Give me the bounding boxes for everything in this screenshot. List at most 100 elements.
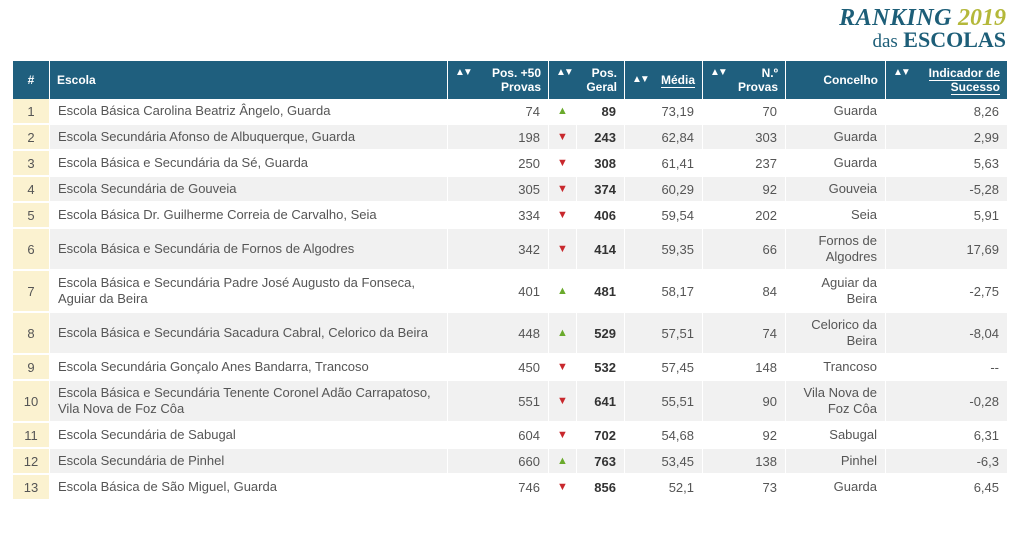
sort-arrows-icon[interactable]: ▲▼ [893, 67, 911, 78]
col-header-media[interactable]: ▲▼ Média [625, 61, 703, 99]
indicador-value: 5,63 [886, 151, 1007, 177]
rank-number: 11 [13, 423, 50, 449]
table-row: 12 Escola Secundária de Pinhel 660 ▲ 763 53,4… [13, 449, 1007, 475]
nprovas-value: 70 [703, 99, 786, 125]
trend-down-icon: ▼ [557, 395, 568, 407]
concelho-value: Gouveia [786, 177, 886, 203]
media-value: 60,29 [625, 177, 703, 203]
logo-escolas-word: ESCOLAS [903, 27, 1006, 52]
indicador-value: -8,04 [886, 313, 1007, 355]
pos-geral-value: 856 [577, 475, 625, 501]
pos-geral-value: 702 [577, 423, 625, 449]
trend-down-icon: ▼ [557, 183, 568, 195]
nprovas-value: 90 [703, 381, 786, 423]
concelho-value: Guarda [786, 151, 886, 177]
concelho-value: Fornos de Algodres [786, 229, 886, 271]
media-value: 58,17 [625, 271, 703, 313]
nprovas-value: 84 [703, 271, 786, 313]
col-header-posgeral[interactable]: ▲▼ Pos. Geral [549, 61, 625, 99]
trend-down-icon: ▼ [557, 481, 568, 493]
school-name: Escola Básica de São Miguel, Guarda [50, 475, 448, 501]
col-header-pos50[interactable]: ▲▼ Pos. +50 Provas [448, 61, 549, 99]
col-header-number: # [13, 61, 50, 99]
ranking-table: # Escola ▲▼ Pos. +50 Provas ▲▼ Pos. Gera… [13, 61, 1007, 501]
logo-ranking-word: RANKING [839, 5, 952, 31]
concelho-value: Vila Nova de Foz Côa [786, 381, 886, 423]
rank-number: 3 [13, 151, 50, 177]
concelho-value: Aguiar da Beira [786, 271, 886, 313]
pos-geral-value: 763 [577, 449, 625, 475]
rank-number: 12 [13, 449, 50, 475]
school-name: Escola Básica e Secundária Sacadura Cabr… [50, 313, 448, 355]
pos50-value: 342 [448, 229, 549, 271]
trend-down-icon: ▼ [557, 157, 568, 169]
pos-geral-value: 406 [577, 203, 625, 229]
rank-number: 8 [13, 313, 50, 355]
pos50-value: 334 [448, 203, 549, 229]
pos50-value: 198 [448, 125, 549, 151]
nprovas-value: 92 [703, 423, 786, 449]
school-name: Escola Básica e Secundária Padre José Au… [50, 271, 448, 313]
trend-down-icon: ▼ [557, 243, 568, 255]
table-row: 7 Escola Básica e Secundária Padre José A… [13, 271, 1007, 313]
media-value: 59,54 [625, 203, 703, 229]
nprovas-value: 303 [703, 125, 786, 151]
rank-number: 9 [13, 355, 50, 381]
trend-up-icon: ▲ [557, 105, 568, 117]
table-row: 4 Escola Secundária de Gouveia 305 ▼ 374 60,2… [13, 177, 1007, 203]
school-name: Escola Secundária de Pinhel [50, 449, 448, 475]
table-row: 3 Escola Básica e Secundária da Sé, Guard… [13, 151, 1007, 177]
pos-geral-value: 308 [577, 151, 625, 177]
school-name: Escola Secundária de Sabugal [50, 423, 448, 449]
pos50-value: 305 [448, 177, 549, 203]
col-header-pos50-label: Pos. +50 Provas [491, 66, 541, 94]
col-header-posgeral-label: Pos. Geral [586, 66, 617, 94]
media-value: 55,51 [625, 381, 703, 423]
school-name: Escola Básica Dr. Guilherme Correia de C… [50, 203, 448, 229]
rank-number: 13 [13, 475, 50, 501]
pos50-value: 74 [448, 99, 549, 125]
sort-arrows-icon[interactable]: ▲▼ [632, 74, 650, 85]
trend-up-icon: ▲ [557, 285, 568, 297]
pos-geral-value: 374 [577, 177, 625, 203]
media-value: 61,41 [625, 151, 703, 177]
sort-arrows-icon[interactable]: ▲▼ [710, 67, 728, 78]
table-row: 10 Escola Básica e Secundária Tenente Cor… [13, 381, 1007, 423]
table-row: 1 Escola Básica Carolina Beatriz Ângelo, … [13, 99, 1007, 125]
concelho-value: Sabugal [786, 423, 886, 449]
school-name: Escola Básica e Secundária de Fornos de … [50, 229, 448, 271]
sort-arrows-icon[interactable]: ▲▼ [455, 67, 473, 78]
rank-number: 4 [13, 177, 50, 203]
nprovas-value: 237 [703, 151, 786, 177]
table-row: 5 Escola Básica Dr. Guilherme Correia de … [13, 203, 1007, 229]
nprovas-value: 66 [703, 229, 786, 271]
pos-geral-value: 529 [577, 313, 625, 355]
rank-number: 7 [13, 271, 50, 313]
col-header-indicador[interactable]: ▲▼ Indicador de Sucesso [886, 61, 1007, 99]
concelho-value: Trancoso [786, 355, 886, 381]
pos50-value: 551 [448, 381, 549, 423]
pos-geral-value: 641 [577, 381, 625, 423]
pos-geral-value: 89 [577, 99, 625, 125]
concelho-value: Guarda [786, 99, 886, 125]
indicador-value: -- [886, 355, 1007, 381]
indicador-value: 2,99 [886, 125, 1007, 151]
rank-number: 6 [13, 229, 50, 271]
nprovas-value: 92 [703, 177, 786, 203]
indicador-value: -2,75 [886, 271, 1007, 313]
pos50-value: 250 [448, 151, 549, 177]
nprovas-value: 138 [703, 449, 786, 475]
ranking-logo: RANKING 2019 das ESCOLAS [839, 5, 1006, 52]
sort-arrows-icon[interactable]: ▲▼ [556, 67, 574, 78]
trend-down-icon: ▼ [557, 209, 568, 221]
indicador-value: 6,45 [886, 475, 1007, 501]
concelho-value: Guarda [786, 475, 886, 501]
indicador-value: -5,28 [886, 177, 1007, 203]
col-header-nprovas[interactable]: ▲▼ N.º Provas [703, 61, 786, 99]
trend-up-icon: ▲ [557, 327, 568, 339]
table-row: 6 Escola Básica e Secundária de Fornos de… [13, 229, 1007, 271]
logo-das: das [872, 31, 898, 52]
pos-geral-value: 481 [577, 271, 625, 313]
pos50-value: 401 [448, 271, 549, 313]
col-header-concelho: Concelho [786, 61, 886, 99]
